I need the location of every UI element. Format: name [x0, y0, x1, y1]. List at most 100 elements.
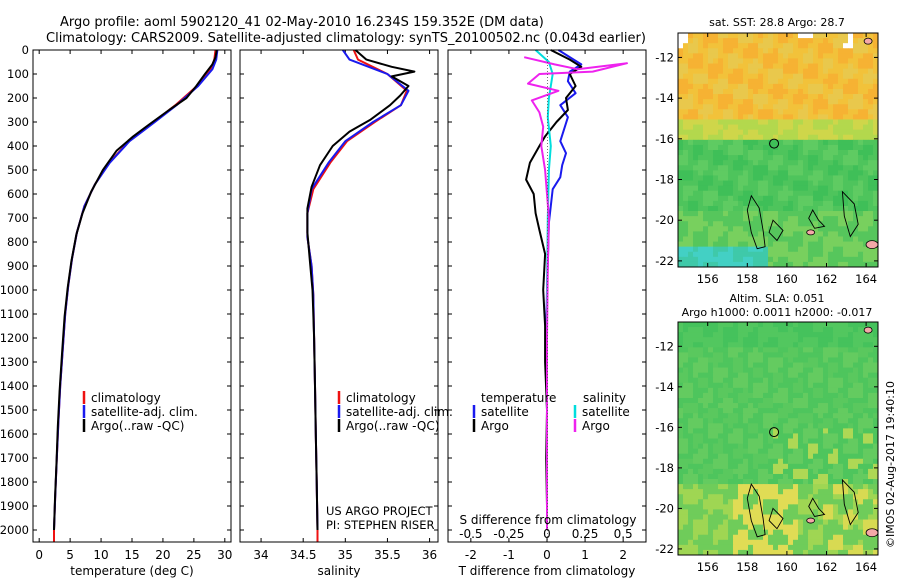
map-cell	[798, 347, 804, 353]
map-cell	[743, 88, 749, 95]
map-cell	[678, 504, 684, 510]
map-cell	[853, 155, 859, 161]
map-cell	[748, 322, 754, 328]
map-cell	[863, 190, 869, 197]
map-cell	[758, 185, 764, 192]
map-cell	[778, 479, 784, 485]
map-cell	[818, 165, 824, 171]
map-cell	[763, 397, 769, 404]
map-cell	[803, 332, 809, 338]
map-cell	[693, 150, 699, 156]
map-cell	[823, 104, 829, 110]
map-cell	[803, 261, 809, 268]
map-cell	[783, 504, 789, 510]
map-cell	[748, 48, 754, 54]
map-cell	[698, 99, 704, 105]
map-cell	[683, 68, 689, 75]
map-cell	[738, 58, 744, 64]
map-cell	[698, 489, 704, 495]
map-cell	[783, 241, 789, 248]
map-cell	[738, 170, 744, 176]
map-cell	[833, 514, 839, 520]
map-cell	[858, 489, 864, 495]
map-cell	[793, 499, 799, 505]
map-cell	[753, 322, 759, 328]
map-cell	[818, 544, 824, 551]
map-cell	[678, 534, 684, 541]
map-cell	[783, 114, 789, 120]
map-cell	[818, 418, 824, 424]
map-cell	[688, 109, 694, 115]
map-cell	[733, 226, 739, 232]
map-cell	[773, 205, 779, 212]
map-cell	[728, 129, 734, 136]
map-cell	[773, 484, 779, 490]
map-cell	[858, 144, 864, 151]
map-cell	[763, 473, 769, 480]
map-cell	[688, 433, 694, 439]
map-cell	[683, 504, 689, 510]
map-cell	[753, 170, 759, 176]
map-cell	[758, 418, 764, 424]
map-cell	[723, 484, 729, 490]
map-cell	[828, 236, 834, 242]
map-cell	[718, 479, 724, 485]
map-cell	[763, 337, 769, 343]
map-cell	[858, 337, 864, 343]
map-cell	[743, 160, 749, 166]
map-cell	[873, 453, 879, 460]
map-cell	[763, 352, 769, 358]
map-cell	[863, 438, 869, 444]
map-cell	[768, 226, 774, 232]
map-cell	[783, 337, 789, 343]
map-cell	[703, 63, 709, 70]
map-cell	[688, 494, 694, 500]
map-cell	[808, 489, 814, 495]
map-cell	[778, 88, 784, 95]
map-cell	[823, 524, 829, 531]
map-cell	[688, 150, 694, 156]
map-cell	[828, 68, 834, 75]
map-cell	[728, 160, 734, 166]
map-cell	[828, 499, 834, 505]
map-cell	[748, 352, 754, 358]
map-cell	[748, 534, 754, 541]
map-cell	[833, 144, 839, 151]
map-cell	[763, 443, 769, 450]
map-cell	[813, 38, 819, 44]
map-cell	[778, 33, 784, 39]
map-cell	[678, 392, 684, 399]
map-cell	[728, 114, 734, 120]
map-cell	[758, 347, 764, 353]
map-cell	[773, 68, 779, 75]
map-cell	[683, 83, 689, 90]
map-cell	[678, 78, 684, 85]
map-cell	[868, 403, 874, 409]
map-cell	[678, 448, 684, 455]
map-cell	[813, 175, 819, 181]
map-cell	[818, 216, 824, 222]
map-cell	[703, 489, 709, 495]
map-cell	[798, 463, 804, 470]
map-cell	[788, 443, 794, 450]
map-cell	[683, 509, 689, 515]
map-cell	[743, 413, 749, 419]
map-cell	[858, 347, 864, 353]
map-cell	[858, 382, 864, 389]
map-cell	[703, 499, 709, 505]
map-cell	[838, 43, 844, 49]
map-cell	[688, 88, 694, 95]
map-cell	[843, 468, 849, 475]
map-cell	[793, 150, 799, 156]
map-cell	[723, 195, 729, 202]
map-cell	[713, 494, 719, 500]
map-cell	[703, 514, 709, 520]
map-cell	[833, 509, 839, 515]
map-cell	[853, 78, 859, 85]
map-cell	[678, 231, 684, 237]
map-cell	[828, 489, 834, 495]
map-cell	[838, 524, 844, 531]
map-cell	[873, 63, 879, 70]
map-cell	[713, 48, 719, 54]
land-shape	[865, 528, 879, 538]
